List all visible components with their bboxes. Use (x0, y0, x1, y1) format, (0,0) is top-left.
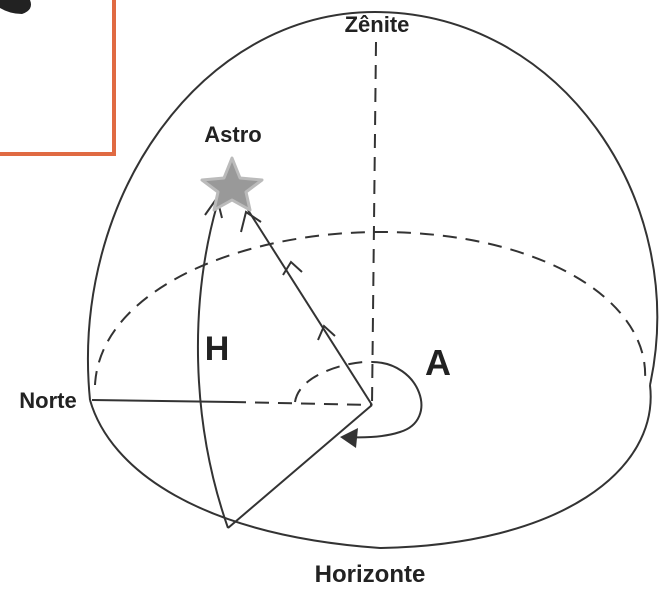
horizon-label: Horizonte (315, 561, 426, 588)
inset-frame (0, 0, 114, 154)
zenith-label: Zênite (345, 12, 410, 37)
azimuth-label: A (425, 342, 451, 383)
arrowheads (283, 262, 335, 340)
page: Zênite Astro H A Norte Horizonte (() => … (0, 0, 663, 592)
north-label: Norte (19, 388, 76, 413)
star-label: Astro (204, 122, 261, 147)
north-line (92, 400, 232, 402)
azimuth-line (228, 405, 372, 528)
diagram: Zênite Astro H A Norte Horizonte (0, 0, 663, 592)
horizon-front (90, 385, 651, 548)
north-line-dashed (232, 402, 372, 405)
zenith-line (372, 42, 376, 405)
horizon-back (95, 232, 645, 385)
altitude-label: H (205, 330, 230, 368)
azimuth-arc (345, 362, 421, 437)
azimuth-arc-dashed (295, 362, 372, 402)
arrowhead (241, 212, 261, 232)
star-line (248, 210, 372, 405)
star-icon (202, 158, 262, 210)
